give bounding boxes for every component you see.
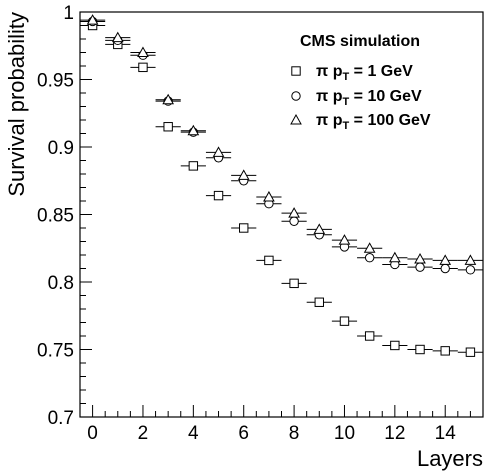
data-point xyxy=(388,251,401,263)
plot-frame xyxy=(79,11,484,418)
y-tick-label: 0.8 xyxy=(48,273,74,294)
x-axis-ticks: 0 2 4 6 8 10 12 14 xyxy=(79,405,484,444)
x-tick-label: 12 xyxy=(384,423,405,444)
y-tick-label: 0.7 xyxy=(48,408,74,429)
y-tick-label: 0.9 xyxy=(48,138,74,159)
x-tick-label: 14 xyxy=(435,423,457,444)
x-axis-title: Layers xyxy=(417,446,483,471)
legend-entry: π pT = 100 GeV xyxy=(316,112,431,132)
data-point xyxy=(138,62,148,73)
data-point xyxy=(289,216,299,226)
data-point xyxy=(239,223,249,233)
series-square xyxy=(80,20,483,357)
data-point xyxy=(390,340,400,351)
data-point xyxy=(415,262,425,272)
legend-marker-circle xyxy=(291,91,301,101)
data-point xyxy=(162,93,175,105)
data-point xyxy=(464,254,477,265)
series-triangle xyxy=(80,14,483,265)
series-circle xyxy=(80,16,483,275)
data-point xyxy=(440,346,450,356)
data-point xyxy=(263,190,275,202)
cms-simulation-annotation: CMS simulation xyxy=(300,33,420,50)
data-point xyxy=(363,242,376,253)
y-axis-ticks: 0.7 0.75 0.8 0.85 0.9 0.95 1 xyxy=(37,3,92,429)
y-tick-label: 0.85 xyxy=(37,206,74,227)
x-tick-label: 10 xyxy=(334,423,355,444)
data-point xyxy=(338,234,351,245)
data-point xyxy=(465,347,476,357)
data-series xyxy=(80,14,483,357)
data-point xyxy=(440,263,450,274)
y-tick-label: 1 xyxy=(63,3,74,24)
legend-marker-square xyxy=(291,66,301,76)
data-point xyxy=(313,223,326,234)
legend-entry: π pT = 10 GeV xyxy=(316,88,422,108)
y-tick-label: 0.75 xyxy=(37,341,74,362)
data-point xyxy=(213,190,224,201)
data-point xyxy=(163,122,173,132)
data-point xyxy=(439,254,452,265)
data-point xyxy=(137,46,149,57)
x-tick-label: 4 xyxy=(188,423,199,444)
legend-entry: π pT = 1 GeV xyxy=(316,63,413,83)
x-tick-label: 8 xyxy=(289,423,300,444)
x-tick-label: 2 xyxy=(138,423,149,444)
data-point xyxy=(339,316,350,326)
data-point xyxy=(414,253,426,264)
data-point xyxy=(289,278,299,289)
x-tick-label: 6 xyxy=(238,423,249,444)
x-tick-label: 0 xyxy=(87,423,98,444)
data-point xyxy=(415,344,425,355)
data-point xyxy=(314,297,324,307)
data-point xyxy=(364,253,375,263)
legend: π pT = 1 GeV π pT = 10 GeV π pT = 100 GeV xyxy=(290,63,431,132)
y-tick-label: 0.95 xyxy=(37,71,74,92)
data-point xyxy=(111,31,124,43)
data-point xyxy=(264,255,274,266)
legend-marker-triangle xyxy=(290,113,302,125)
data-point xyxy=(212,146,225,157)
data-point xyxy=(237,169,250,180)
data-point xyxy=(86,14,99,25)
data-point xyxy=(364,331,375,341)
data-point xyxy=(288,207,300,218)
data-point xyxy=(188,161,199,171)
y-axis-title: Survival probability xyxy=(4,12,29,197)
data-point xyxy=(187,124,200,136)
data-point xyxy=(465,265,476,275)
